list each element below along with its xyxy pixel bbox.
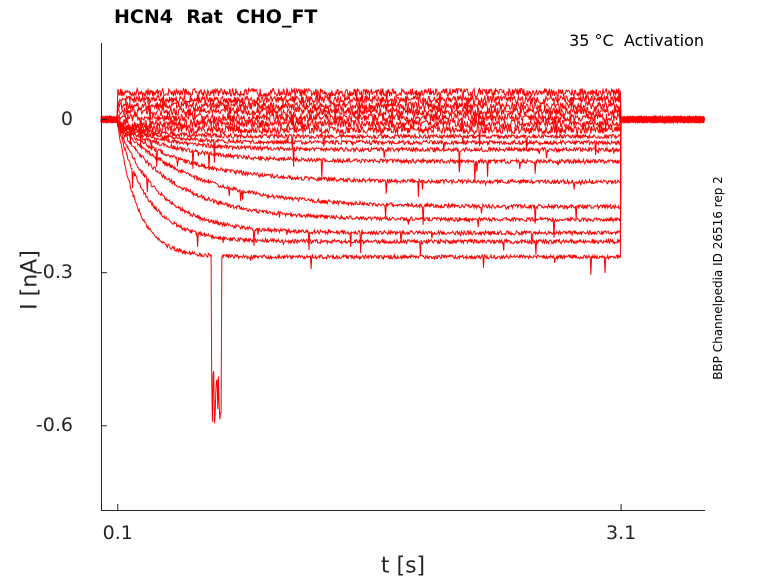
source-note: BBP Channelpedia ID 26516 rep 2 bbox=[711, 176, 725, 380]
trace-5 bbox=[100, 111, 705, 132]
trace-7 bbox=[100, 115, 705, 147]
trace-12 bbox=[100, 115, 705, 197]
x-tick-label: 3.1 bbox=[606, 522, 637, 544]
trace-6 bbox=[100, 114, 705, 136]
trace-4 bbox=[100, 105, 705, 126]
chart-title: HCN4 Rat CHO_FT bbox=[114, 6, 318, 28]
trace-14 bbox=[101, 115, 705, 238]
trace-2 bbox=[100, 93, 705, 125]
trace-17 bbox=[100, 115, 705, 424]
trace-9 bbox=[100, 115, 705, 163]
x-axis-label: t [s] bbox=[380, 553, 426, 579]
y-tick-label: -0.3 bbox=[35, 260, 73, 283]
x-tick-label: 0.1 bbox=[102, 522, 133, 544]
trace-8 bbox=[100, 114, 705, 151]
y-tick-label: -0.6 bbox=[35, 413, 73, 436]
trace-15 bbox=[100, 114, 705, 254]
trace-16 bbox=[100, 115, 705, 256]
trace-11 bbox=[100, 114, 705, 181]
trace-10 bbox=[100, 115, 705, 167]
trace-1 bbox=[100, 86, 705, 125]
trace-3 bbox=[100, 100, 705, 128]
y-tick-label: 0 bbox=[60, 107, 73, 130]
trace-13 bbox=[100, 114, 705, 225]
condition-label: 35 °C Activation bbox=[569, 31, 704, 50]
